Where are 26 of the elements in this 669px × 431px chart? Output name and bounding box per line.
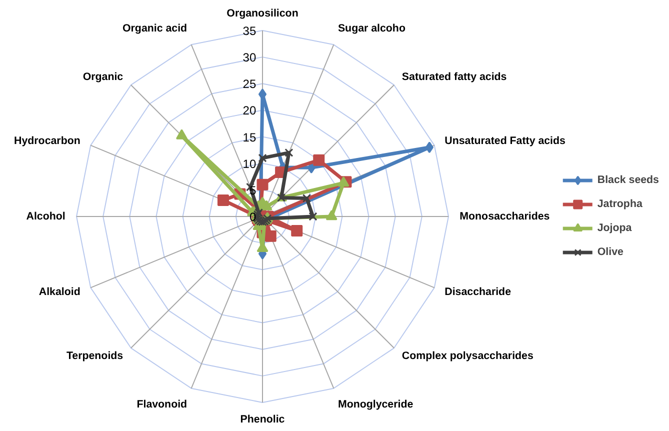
spoke-label: Organic acid [122,22,188,34]
spoke-label: Phenolic [240,414,285,426]
spoke-label: Hydrocarbon [14,135,80,148]
y-tick-label: 35 [242,24,256,38]
spoke-label: Monoglyceride [338,398,414,411]
spoke-label: Complex polysaccharides [402,350,534,362]
spoke-label: Alcohol [26,210,66,222]
y-tick-label: 25 [242,77,256,92]
y-tick-label: 20 [242,104,256,118]
spoke-label: Organosilicon [226,7,298,20]
spoke-label: Alkaloid [38,286,80,298]
spoke-label: Flavonoid [136,398,188,411]
spoke-label: Monosaccharides [460,210,550,222]
y-tick-label: 15 [242,130,256,144]
spoke-label: Sugar alcoho [338,22,406,34]
spoke-label: Terpenoids [66,350,124,362]
legend-label: Jojopa [597,222,632,234]
y-tick-label: 30 [242,50,256,65]
spoke-label: Organic [82,71,124,84]
legend-label: Black seeds [597,174,659,186]
legend-label: Olive [597,246,624,258]
legend-label: Jatropha [597,198,642,210]
spoke-label: Unsaturated Fatty acids [444,135,566,148]
y-tick-label: 10 [242,156,256,171]
spoke-label: Disaccharide [444,286,512,298]
spoke-label: Saturated fatty acids [402,71,507,84]
